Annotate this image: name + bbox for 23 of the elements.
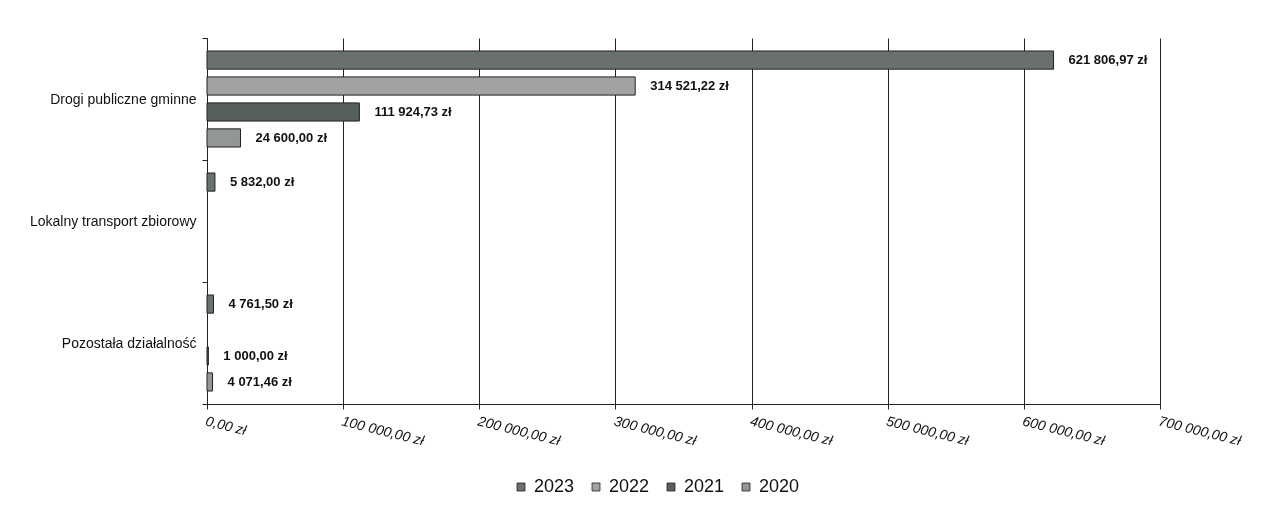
data-label: 5 832,00 zł [229,174,295,190]
x-tick-label: 500 000,00 zł [884,412,972,449]
legend-label: 2020 [759,476,800,496]
x-tick-label: 300 000,00 zł [612,412,699,449]
x-tick-label: 200 000,00 zł [475,412,563,449]
y-tick-label: Lokalny transport zbiorowy [29,212,197,229]
legend-label: 2022 [609,476,650,496]
x-tick-label: 700 000,00 zł [1157,412,1244,449]
legend-label: 2023 [534,476,575,496]
y-tick-label: Pozostała działalność [61,334,197,351]
data-label: 24 600,00 zł [255,129,328,145]
data-label: 1 000,00 zł [223,347,289,363]
x-tick-label: 100 000,00 zł [340,412,427,449]
y-tick-label: Drogi publiczne gminne [50,90,197,107]
x-tick-label: 0,00 zł [204,412,249,439]
x-tick-label: 400 000,00 zł [748,412,835,449]
data-label: 621 806,97 zł [1068,52,1148,68]
legend-label: 2021 [684,476,725,496]
data-label: 314 521,22 zł [650,78,730,94]
data-label: 4 071,46 zł [227,373,293,389]
data-label: 111 924,73 zł [374,103,453,119]
data-label: 4 761,50 zł [228,296,294,312]
x-tick-label: 600 000,00 zł [1020,412,1108,449]
